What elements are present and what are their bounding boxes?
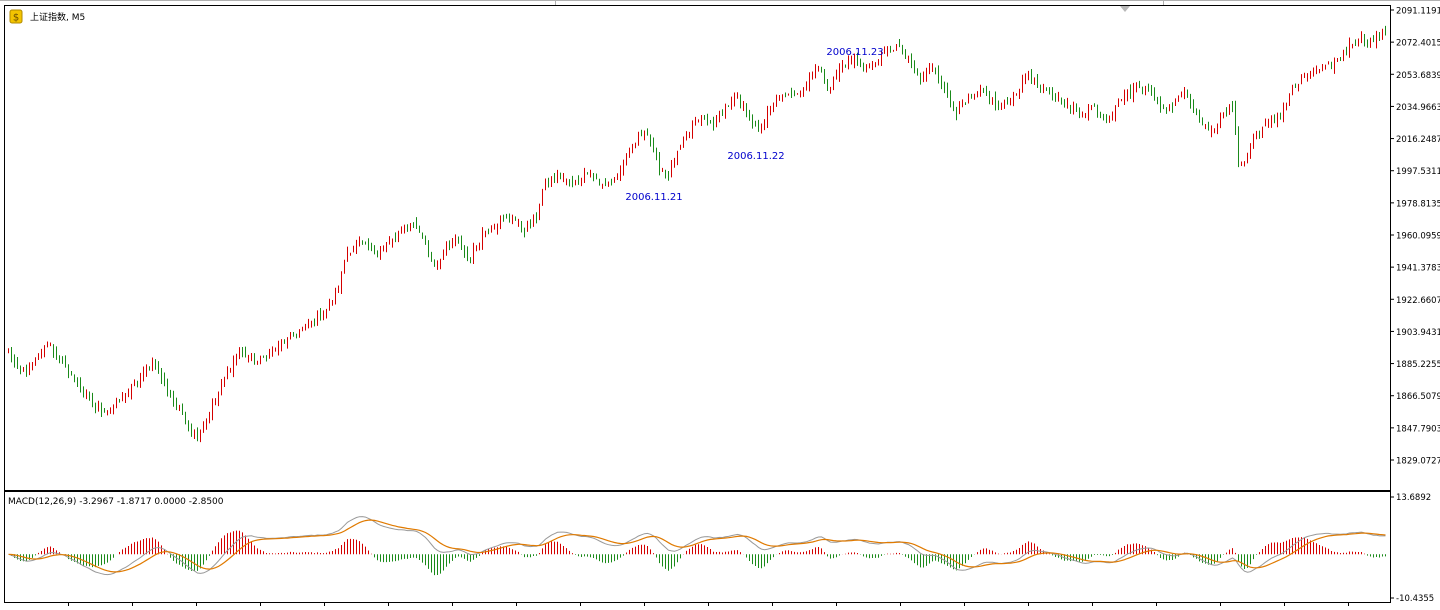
price-tick-label: 2072.4015	[1396, 39, 1440, 49]
macd-indicator	[8, 516, 1386, 576]
macd-panel-frame	[4, 491, 1391, 603]
price-tick-label: 1941.3783	[1396, 264, 1440, 274]
macd-axis-max-label: 13.6892	[1396, 493, 1431, 503]
main-panel-frame	[4, 5, 1391, 491]
price-tick-label: 1903.9431	[1396, 328, 1440, 338]
price-tick-label: 1997.5311	[1396, 167, 1440, 177]
price-tick-label: 2034.9663	[1396, 103, 1440, 113]
price-tick-label: 1885.2255	[1396, 360, 1440, 370]
date-annotations: 2006.11.21 2006.11.22 2006.11.23	[625, 47, 883, 203]
price-tick-label: 2091.1191	[1396, 7, 1440, 17]
date-annotation: 2006.11.22	[727, 151, 784, 162]
price-tick-label: 1847.7903	[1396, 424, 1440, 434]
price-axis: 2091.1191 2072.4015 2053.6839 2034.9663 2016…	[1390, 7, 1440, 467]
price-tick-label: 2016.2487	[1396, 135, 1440, 145]
shift-marker-icon[interactable]	[1120, 6, 1130, 12]
price-tick-label: 1978.8135	[1396, 199, 1440, 209]
price-tick-label: 1829.0727	[1396, 457, 1440, 467]
price-tick-label: 1960.0959	[1396, 232, 1440, 242]
macd-signal-line	[8, 519, 1386, 573]
macd-axis-min-label: -10.4355	[1396, 594, 1434, 604]
macd-label: MACD(12,26,9) -3.2967 -1.8717 0.0000 -2.…	[8, 497, 224, 507]
symbol-label: 上证指数, M5	[30, 11, 85, 23]
price-tick-label: 1922.6607	[1396, 296, 1440, 306]
candlestick-series	[8, 25, 1386, 443]
dollar-coin-icon	[9, 9, 23, 24]
date-annotation: 2006.11.23	[826, 47, 883, 58]
price-tick-label: 1866.5079	[1396, 392, 1440, 402]
price-tick-label: 2053.6839	[1396, 71, 1440, 81]
date-annotation: 2006.11.21	[625, 192, 682, 203]
symbol-header: $ 上证指数, M5	[9, 9, 85, 24]
macd-axis: 13.6892 -10.4355	[1390, 493, 1434, 604]
time-axis	[68, 602, 1349, 606]
svg-text:$: $	[13, 13, 19, 24]
